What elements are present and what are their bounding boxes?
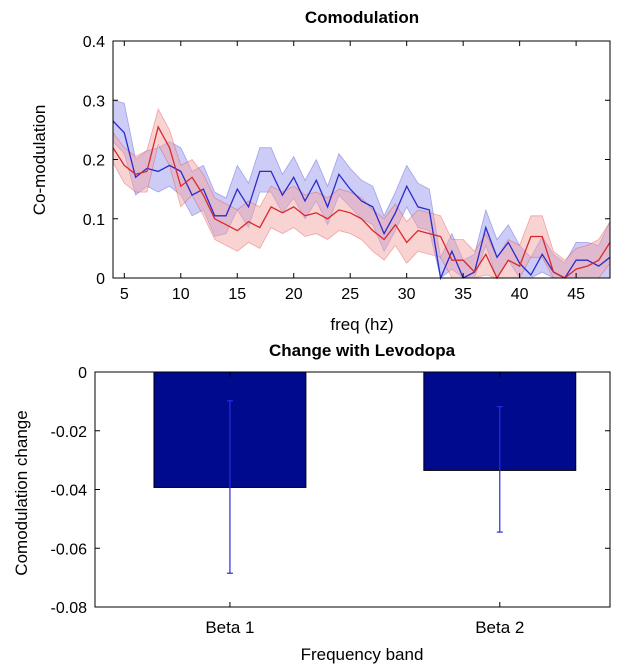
y-tick-label: -0.06 xyxy=(51,541,88,558)
x-tick-label: 45 xyxy=(567,286,585,303)
x-axis-label: Frequency band xyxy=(301,645,424,664)
y-axis-label: Comodulation change xyxy=(12,410,31,575)
y-tick-label: -0.04 xyxy=(51,483,88,500)
x-tick-label: 40 xyxy=(511,286,529,303)
levodopa-change-chart: Change with Levodopa 0 -0.02 -0.04 -0.06 -0.… xyxy=(12,341,611,664)
plot-area: 0 -0.02 -0.04 -0.06 -0.08 Beta 1 Beta 2 xyxy=(51,365,611,637)
x-tick-label: 35 xyxy=(454,286,472,303)
y-tick-label: 0.1 xyxy=(83,212,105,229)
series-line-1 xyxy=(112,125,611,280)
chart-title: Comodulation xyxy=(305,8,419,27)
x-tick-label: 25 xyxy=(341,286,359,303)
y-tick-label: 0.4 xyxy=(83,34,105,51)
x-tick-label: 30 xyxy=(398,286,416,303)
y-tick-label: 0 xyxy=(96,271,105,288)
series-line-0 xyxy=(112,120,611,281)
y-tick-label: -0.02 xyxy=(51,424,88,441)
x-tick-label: 15 xyxy=(228,286,246,303)
plot-area: 5 10 15 20 25 30 35 40 45 0 0.1 0.2 0.3 0.4 xyxy=(83,34,611,303)
x-tick-label: Beta 1 xyxy=(205,618,254,637)
y-tick-label: -0.08 xyxy=(51,600,88,617)
y-tick-label: 0.3 xyxy=(83,93,105,110)
y-tick-label: 0 xyxy=(78,365,87,382)
x-tick-label: Beta 2 xyxy=(475,618,524,637)
x-tick-label: 20 xyxy=(285,286,303,303)
comodulation-chart: Comodulation 5 10 15 20 25 30 35 40 45 0 0.1 0.2 0.3… xyxy=(30,8,611,334)
x-axis-label: freq (hz) xyxy=(330,315,393,334)
chart-title: Change with Levodopa xyxy=(269,341,456,360)
y-tick-label: 0.2 xyxy=(83,153,105,170)
y-axis-label: Co-modulation xyxy=(30,105,49,216)
x-tick-label: 5 xyxy=(120,286,129,303)
x-tick-label: 10 xyxy=(172,286,190,303)
